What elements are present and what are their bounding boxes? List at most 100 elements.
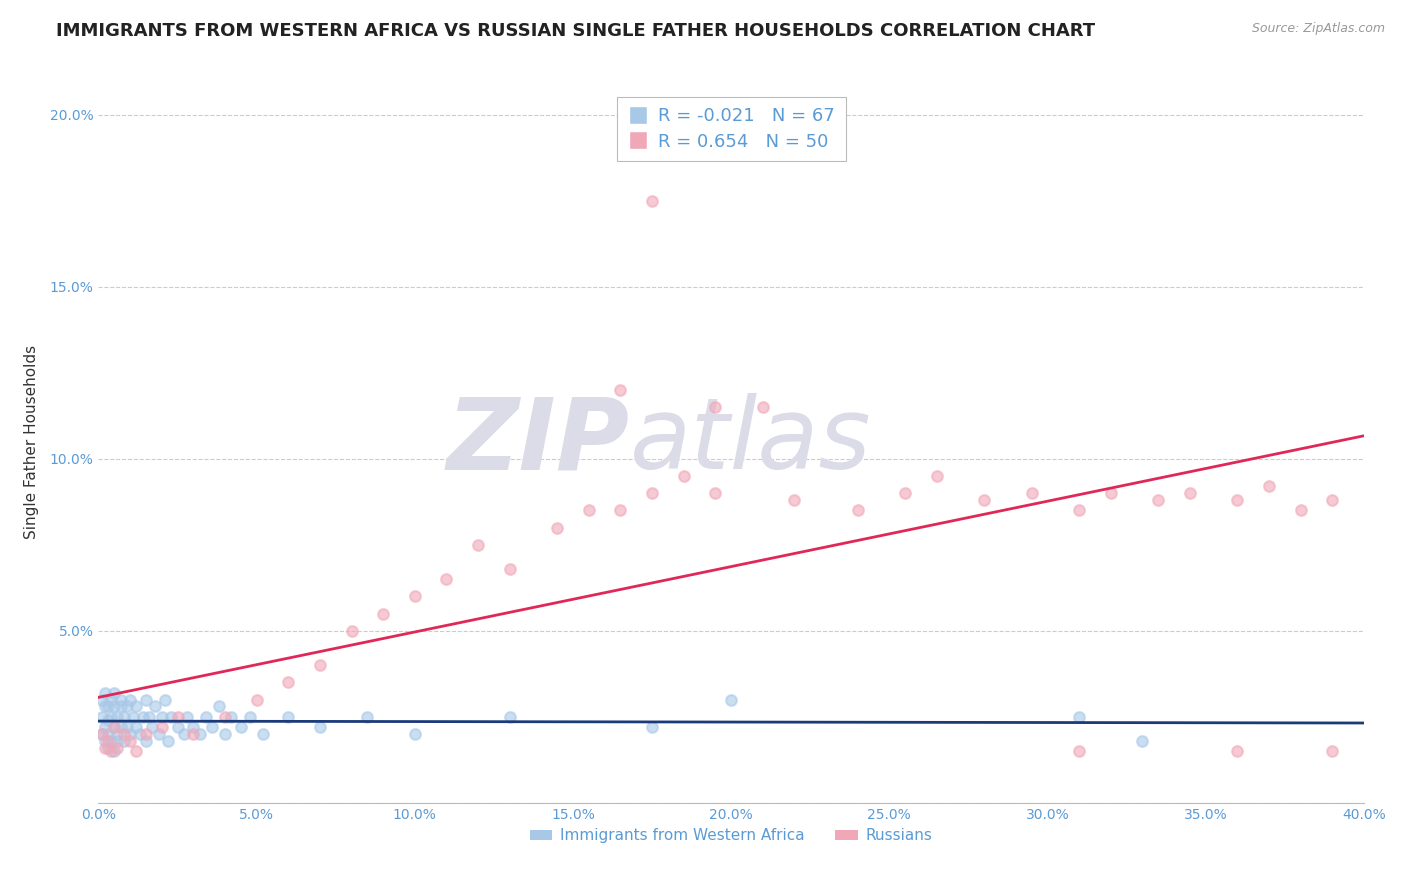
Point — [467, 538, 489, 552]
Point — [894, 486, 917, 500]
Point — [973, 493, 995, 508]
Point — [609, 503, 631, 517]
Point — [145, 699, 166, 714]
Point — [277, 675, 299, 690]
Point — [97, 713, 120, 727]
Point — [115, 720, 138, 734]
Point — [125, 744, 148, 758]
Point — [309, 720, 332, 734]
Point — [188, 727, 211, 741]
Point — [90, 692, 112, 706]
Point — [110, 692, 132, 706]
Point — [498, 710, 520, 724]
Point — [173, 727, 195, 741]
Point — [107, 740, 129, 755]
Point — [97, 727, 120, 741]
Point — [150, 720, 173, 734]
Point — [160, 710, 183, 724]
Point — [578, 503, 600, 517]
Point — [846, 503, 869, 517]
Point — [103, 720, 125, 734]
Point — [135, 727, 157, 741]
Point — [103, 744, 125, 758]
Point — [751, 400, 773, 414]
Point — [356, 710, 378, 724]
Text: ZIP: ZIP — [447, 393, 630, 490]
Point — [183, 720, 205, 734]
Point — [1226, 744, 1249, 758]
Point — [100, 744, 122, 758]
Point — [107, 734, 129, 748]
Point — [157, 734, 180, 748]
Point — [214, 727, 236, 741]
Point — [208, 699, 231, 714]
Point — [194, 710, 218, 724]
Point — [110, 720, 132, 734]
Point — [229, 720, 252, 734]
Point — [103, 699, 125, 714]
Point — [120, 727, 141, 741]
Point — [277, 710, 299, 724]
Point — [97, 740, 120, 755]
Point — [100, 710, 122, 724]
Point — [148, 727, 170, 741]
Point — [1021, 486, 1043, 500]
Point — [783, 493, 806, 508]
Point — [498, 562, 520, 576]
Point — [925, 469, 948, 483]
Point — [150, 710, 173, 724]
Point — [166, 720, 188, 734]
Point — [122, 710, 145, 724]
Point — [107, 727, 129, 741]
Point — [93, 699, 117, 714]
Point — [1289, 503, 1312, 517]
Point — [93, 720, 117, 734]
Point — [103, 720, 125, 734]
Point — [720, 692, 742, 706]
Point — [112, 710, 135, 724]
Point — [97, 734, 120, 748]
Point — [641, 720, 664, 734]
Point — [90, 727, 112, 741]
Point — [641, 486, 664, 500]
Point — [672, 469, 695, 483]
Text: atlas: atlas — [630, 393, 872, 490]
Point — [436, 572, 458, 586]
Point — [246, 692, 269, 706]
Legend: Immigrants from Western Africa, Russians: Immigrants from Western Africa, Russians — [523, 822, 939, 849]
Point — [125, 720, 148, 734]
Point — [1147, 493, 1170, 508]
Point — [1322, 493, 1344, 508]
Point — [135, 734, 157, 748]
Point — [641, 194, 664, 208]
Point — [219, 710, 243, 724]
Point — [153, 692, 176, 706]
Point — [112, 734, 135, 748]
Point — [110, 699, 132, 714]
Point — [138, 710, 160, 724]
Point — [214, 710, 236, 724]
Point — [93, 740, 117, 755]
Point — [609, 383, 631, 397]
Point — [1257, 479, 1279, 493]
Point — [239, 710, 262, 724]
Point — [90, 710, 112, 724]
Point — [371, 607, 394, 621]
Point — [93, 734, 117, 748]
Point — [166, 710, 188, 724]
Point — [704, 486, 727, 500]
Point — [107, 710, 129, 724]
Point — [176, 710, 198, 724]
Point — [132, 710, 155, 724]
Point — [546, 520, 568, 534]
Point — [103, 686, 125, 700]
Point — [115, 699, 138, 714]
Point — [1178, 486, 1201, 500]
Text: Source: ZipAtlas.com: Source: ZipAtlas.com — [1251, 22, 1385, 36]
Point — [201, 720, 224, 734]
Point — [1067, 710, 1090, 724]
Point — [1067, 503, 1090, 517]
Point — [1226, 493, 1249, 508]
Point — [100, 734, 122, 748]
Point — [128, 727, 150, 741]
